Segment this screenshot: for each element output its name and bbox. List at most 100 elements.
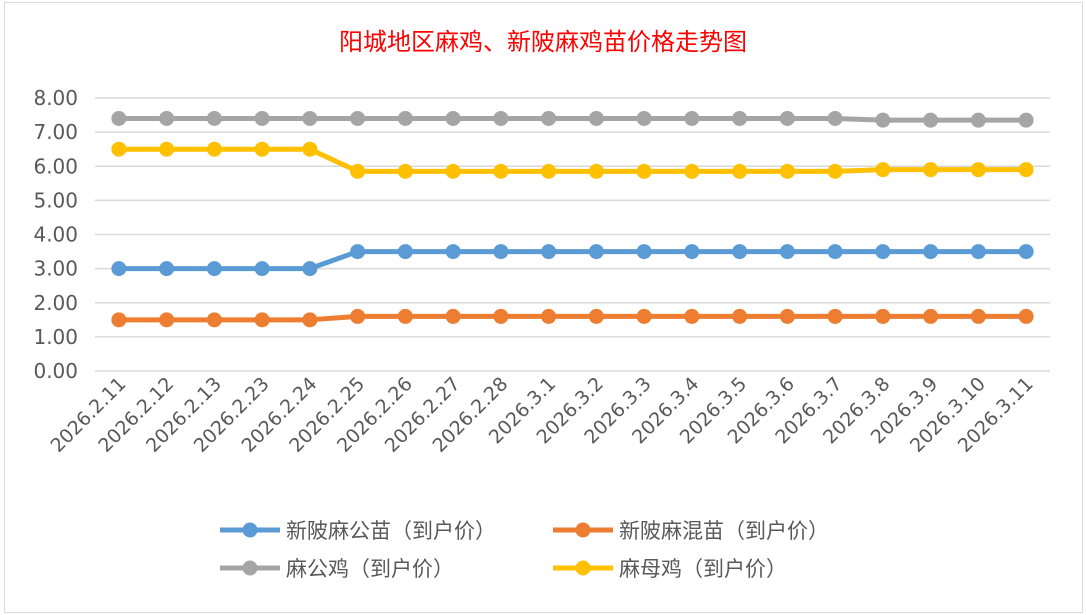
- legend-marker: [575, 522, 591, 538]
- data-point: [636, 308, 652, 324]
- data-point: [254, 110, 270, 126]
- chart-title: 阳城地区麻鸡、新陂麻鸡苗价格走势图: [339, 28, 747, 56]
- y-tick-label: 1.00: [33, 325, 78, 349]
- data-point: [875, 244, 891, 260]
- series-3: [111, 141, 1034, 179]
- data-point: [732, 163, 748, 179]
- data-point: [350, 110, 366, 126]
- series-line: [118, 249, 1027, 272]
- data-point: [732, 308, 748, 324]
- data-point: [445, 110, 461, 126]
- data-point: [1018, 162, 1034, 178]
- data-point: [827, 163, 843, 179]
- data-point: [684, 110, 700, 126]
- data-point: [493, 244, 509, 260]
- data-point: [159, 261, 175, 277]
- y-tick-label: 2.00: [33, 291, 78, 315]
- legend-label: 麻母鸡（到户价）: [619, 557, 787, 581]
- data-point: [541, 110, 557, 126]
- data-point: [111, 110, 127, 126]
- legend-item: 新陂麻混苗（到户价）: [553, 519, 829, 543]
- y-tick-label: 4.00: [33, 223, 78, 247]
- legend-label: 麻公鸡（到户价）: [286, 557, 454, 581]
- data-point: [636, 110, 652, 126]
- data-point: [827, 244, 843, 260]
- data-point: [732, 110, 748, 126]
- data-point: [350, 163, 366, 179]
- data-point: [206, 312, 222, 328]
- series-line: [118, 115, 1027, 123]
- data-point: [779, 163, 795, 179]
- series-line: [118, 313, 1027, 323]
- data-point: [970, 162, 986, 178]
- y-tick-label: 3.00: [33, 257, 78, 281]
- y-tick-label: 6.00: [33, 154, 78, 178]
- data-point: [827, 110, 843, 126]
- data-point: [206, 110, 222, 126]
- data-point: [445, 163, 461, 179]
- data-point: [302, 141, 318, 157]
- data-point: [350, 244, 366, 260]
- legend-marker: [242, 522, 258, 538]
- data-point: [923, 162, 939, 178]
- data-point: [254, 141, 270, 157]
- data-point: [779, 244, 795, 260]
- data-point: [827, 308, 843, 324]
- data-point: [970, 308, 986, 324]
- chart-area: [4, 2, 1083, 613]
- data-point: [111, 261, 127, 277]
- data-point: [302, 261, 318, 277]
- data-point: [588, 244, 604, 260]
- data-point: [875, 112, 891, 128]
- y-tick-label: 0.00: [33, 359, 78, 383]
- legend-marker: [575, 560, 591, 576]
- data-point: [206, 141, 222, 157]
- data-point: [254, 312, 270, 328]
- data-point: [445, 308, 461, 324]
- y-tick-label: 7.00: [33, 120, 78, 144]
- data-point: [397, 244, 413, 260]
- data-point: [397, 110, 413, 126]
- data-point: [1018, 244, 1034, 260]
- data-point: [588, 308, 604, 324]
- data-point: [493, 163, 509, 179]
- data-point: [970, 244, 986, 260]
- legend-marker: [242, 560, 258, 576]
- data-point: [541, 308, 557, 324]
- legend-item: 新陂麻公苗（到户价）: [220, 519, 496, 543]
- legend-label: 新陂麻公苗（到户价）: [286, 519, 496, 543]
- data-point: [111, 312, 127, 328]
- data-point: [445, 244, 461, 260]
- data-point: [541, 244, 557, 260]
- data-point: [541, 163, 557, 179]
- legend-label: 新陂麻混苗（到户价）: [619, 519, 829, 543]
- series-2: [111, 110, 1034, 128]
- data-point: [493, 308, 509, 324]
- data-point: [923, 308, 939, 324]
- data-point: [636, 244, 652, 260]
- data-point: [302, 312, 318, 328]
- data-point: [159, 312, 175, 328]
- data-point: [875, 162, 891, 178]
- data-point: [779, 110, 795, 126]
- series-line: [118, 146, 1027, 174]
- data-point: [875, 308, 891, 324]
- data-point: [111, 141, 127, 157]
- data-point: [779, 308, 795, 324]
- data-point: [684, 244, 700, 260]
- data-point: [588, 163, 604, 179]
- data-point: [684, 308, 700, 324]
- data-point: [254, 261, 270, 277]
- series-0: [111, 244, 1034, 277]
- data-point: [684, 163, 700, 179]
- data-point: [1018, 112, 1034, 128]
- data-point: [636, 163, 652, 179]
- series-1: [111, 308, 1034, 328]
- data-point: [159, 110, 175, 126]
- legend-item: 麻公鸡（到户价）: [220, 557, 454, 581]
- data-point: [732, 244, 748, 260]
- data-point: [923, 112, 939, 128]
- legend-item: 麻母鸡（到户价）: [553, 557, 787, 581]
- data-point: [206, 261, 222, 277]
